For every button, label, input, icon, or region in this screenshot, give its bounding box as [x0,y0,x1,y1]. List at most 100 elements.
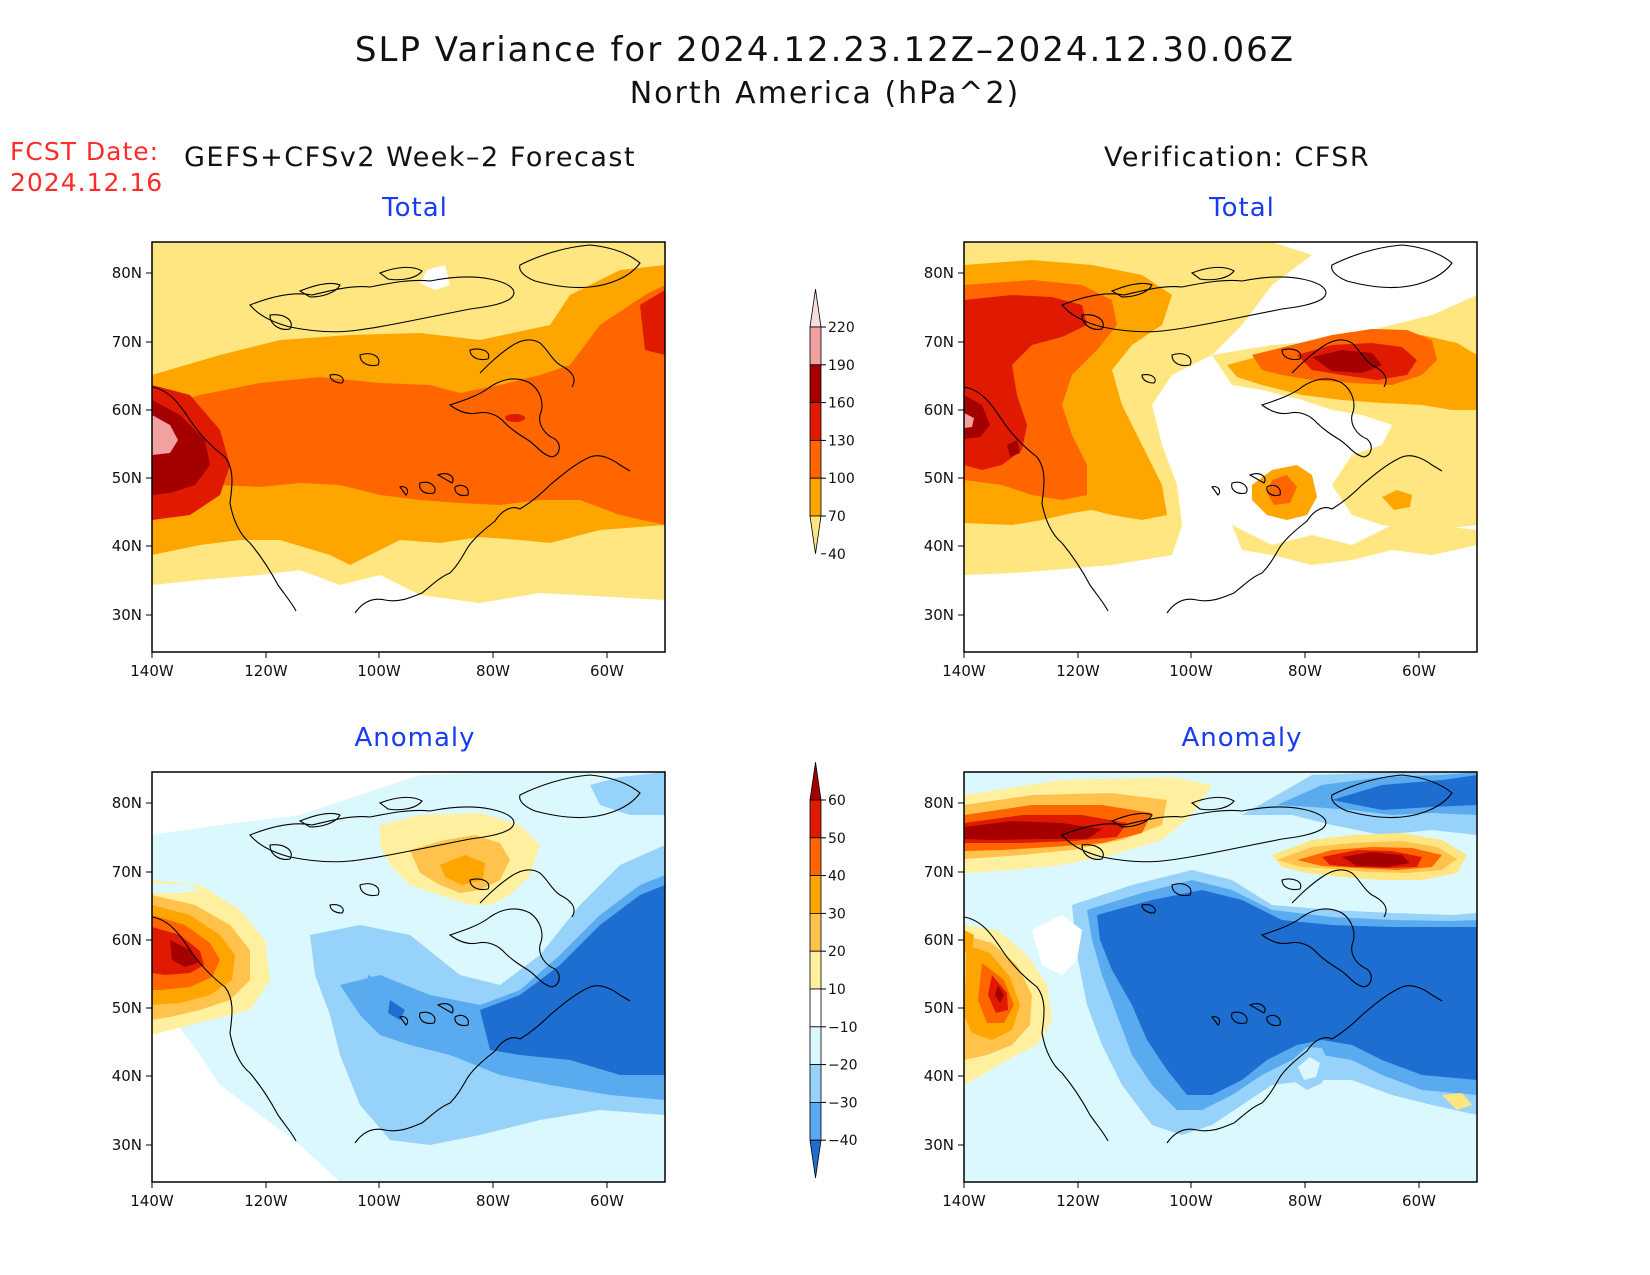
lat-tick-label: 70N [924,863,954,881]
lat-tick-label: 60N [924,401,954,419]
lon-tick-label: 140W [942,1192,986,1210]
lon-tick-label: 60W [590,662,624,680]
colorbar-swatch [809,875,822,914]
filled-contours [152,772,665,1182]
lon-tick-label: 140W [942,662,986,680]
colorbar-swatch [809,950,822,990]
lat-tick-label: 50N [924,469,954,487]
lat-tick-label: 80N [112,794,142,812]
colorbar-level-label: 10 [828,982,846,998]
lat-tick-label: 60N [112,401,142,419]
lat-tick-label: 70N [112,333,142,351]
colorbar-swatch [809,1064,822,1103]
colorbar-level-label: 20 [828,944,846,960]
panel-title-total-forecast: Total [382,193,448,223]
lat-tick-label: 40N [112,537,142,555]
colorbar-swatch [809,988,822,1028]
lat-tick-label: 30N [112,1136,142,1154]
panel-title-total-verification: Total [1209,193,1275,223]
lon-tick-label: 80W [476,1192,510,1210]
lon-tick-label: 120W [1056,1192,1100,1210]
anomaly-verification-map: 80N 70N 60N 50N 40N 30N 140W 120W 100W 80W 60W [924,771,1478,1210]
lat-tick-label: 30N [924,606,954,624]
lon-tick-label: 140W [130,1192,174,1210]
lat-tick-label: 30N [112,606,142,624]
colorbar-level-label: 30 [828,906,846,922]
lon-tick-label: 100W [357,1192,401,1210]
coastline [964,244,1453,614]
colorbar-swatch [809,912,822,952]
lat-tick-label: 50N [924,999,954,1017]
lon-tick-label: 120W [244,662,288,680]
total-colorbar: 220 190 160 130 100 70 40 [809,289,855,563]
total-verification-map: 80N 70N 60N 50N 40N 30N 140W 120W 100W 80W 60W [924,241,1478,680]
colorbar-level-label: 220 [828,320,855,336]
colorbar-swatch [809,326,822,366]
lat-tick-label: 70N [924,333,954,351]
lat-tick-label: 70N [112,863,142,881]
colorbar-level-label: 40 [828,869,846,885]
colorbar-swatch [809,402,822,441]
lat-tick-label: 80N [112,264,142,282]
lon-tick-label: 60W [1402,662,1436,680]
lat-tick-label: 50N [112,469,142,487]
lon-tick-label: 100W [357,662,401,680]
figure-subtitle: North America (hPa^2) [629,76,1021,111]
colorbar-level-label: 100 [828,471,855,487]
lat-tick-label: 40N [924,1067,954,1085]
anomaly-forecast-map: 80N 70N 60N 50N 40N 30N 140W 120W 100W 80W 60W [112,771,666,1210]
panel-title-anomaly-verification: Anomaly [1181,723,1303,753]
colorbar-swatch [809,799,822,839]
colorbar-swatch [809,1101,822,1141]
lon-tick-label: 100W [1169,662,1213,680]
colorbar-level-label: 50 [828,831,846,847]
lon-tick-label: 120W [1056,662,1100,680]
colorbar-level-label: 70 [828,509,846,525]
lat-tick-label: 60N [112,931,142,949]
lat-tick-label: 80N [924,264,954,282]
colorbar-level-label: 160 [828,396,855,412]
colorbar-top-arrow [809,289,822,328]
colorbar-swatch [809,364,822,404]
lon-tick-label: 80W [1288,1192,1322,1210]
coastline [964,774,1453,1144]
colorbar-swatch [809,1026,822,1065]
forecast-date-label: FCST Date: [10,137,160,166]
panel-title-anomaly-forecast: Anomaly [354,723,476,753]
colorbar-level-label: −10 [828,1020,858,1036]
lat-tick-label: 60N [924,931,954,949]
lon-tick-label: 140W [130,662,174,680]
forecast-column-header: GEFS+CFSv2 Week–2 Forecast [184,142,637,173]
total-forecast-map: 80N 70N 60N 50N 40N 30N 140W 120W 100W 80W 60W [112,241,666,680]
colorbar-bottom-arrow [809,515,822,554]
lon-tick-label: 60W [590,1192,624,1210]
lat-tick-label: 40N [924,537,954,555]
lon-tick-label: 60W [1402,1192,1436,1210]
colorbar-level-label: 40 [828,547,846,563]
colorbar-level-label: 130 [828,433,855,449]
colorbar-level-label: −40 [828,1133,858,1149]
colorbar-bottom-arrow [809,1139,822,1179]
coastline [152,244,641,614]
anomaly-colorbar: 60 50 40 30 20 10 −10 −20 −30 −40 [809,762,858,1179]
figure-title: SLP Variance for 2024.12.23.12Z–2024.12.… [354,30,1296,70]
lat-tick-label: 30N [924,1136,954,1154]
filled-contours [964,242,1477,652]
lon-tick-label: 80W [476,662,510,680]
colorbar-level-label: 190 [828,358,855,374]
lat-tick-label: 80N [924,794,954,812]
filled-contours [964,772,1477,1182]
colorbar-top-arrow [809,762,822,801]
colorbar-swatch [809,837,822,877]
lat-tick-label: 50N [112,999,142,1017]
coastline [152,774,641,1144]
lon-tick-label: 100W [1169,1192,1213,1210]
colorbar-level-label: −20 [828,1058,858,1074]
lon-tick-label: 80W [1288,662,1322,680]
lon-tick-label: 120W [244,1192,288,1210]
verification-column-header: Verification: CFSR [1104,142,1371,173]
filled-contours [152,242,665,652]
forecast-date-value: 2024.12.16 [10,168,164,197]
colorbar-level-label: 60 [828,793,846,809]
colorbar-swatch [809,477,822,517]
